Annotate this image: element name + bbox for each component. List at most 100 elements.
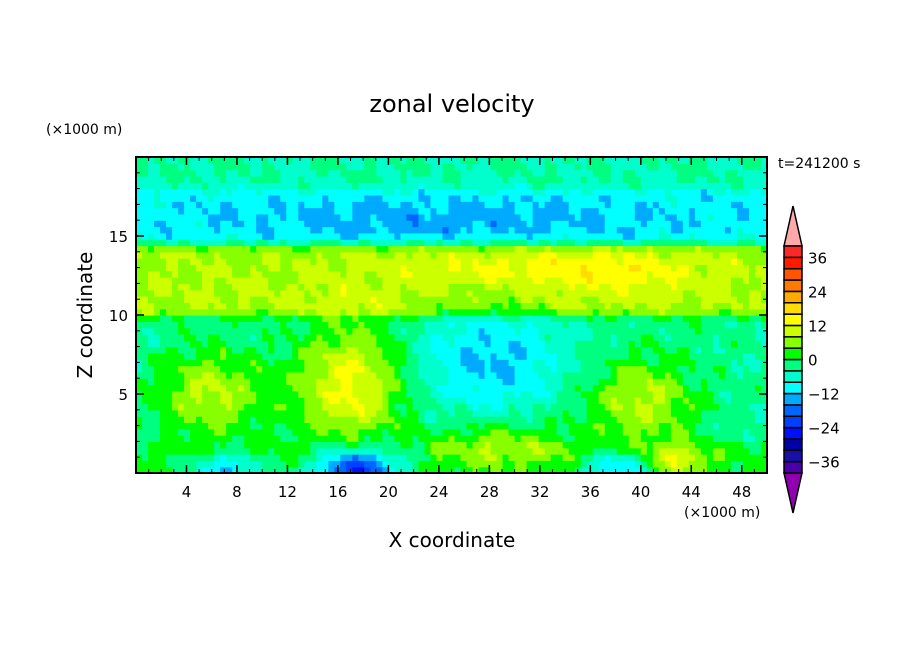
contour-cell (166, 207, 173, 215)
contour-cell (190, 213, 197, 221)
contour-cell (748, 232, 756, 240)
contour-cell (292, 321, 299, 329)
contour-cell (508, 232, 516, 240)
contour-cell (664, 239, 672, 247)
contour-cell (610, 359, 618, 367)
contour-cell (502, 315, 510, 322)
contour-cell (286, 346, 293, 354)
contour-cell (220, 422, 227, 430)
contour-cell (592, 466, 600, 474)
contour-cell (316, 182, 323, 190)
contour-cell (724, 283, 732, 291)
contour-cell (634, 422, 642, 430)
contour-cell (418, 175, 426, 183)
contour-cell (388, 226, 396, 234)
contour-cell (688, 270, 696, 278)
contour-cell (196, 239, 203, 247)
contour-cell (706, 390, 714, 398)
contour-cell (424, 188, 432, 196)
contour-cell (532, 277, 540, 284)
contour-cell (202, 384, 209, 392)
contour-cell (400, 416, 408, 424)
contour-cell (622, 175, 630, 183)
contour-cell (178, 428, 185, 436)
contour-cell (634, 194, 642, 202)
contour-cell (166, 169, 173, 177)
contour-cell (406, 333, 414, 341)
contour-cell (508, 277, 516, 284)
contour-cell (574, 435, 582, 442)
contour-cell (304, 340, 311, 348)
contour-cell (742, 416, 750, 424)
contour-cell (304, 239, 311, 247)
contour-cell (292, 352, 299, 360)
contour-cell (316, 283, 323, 291)
contour-cell (322, 283, 329, 291)
contour-cell (436, 321, 444, 329)
contour-cell (598, 333, 606, 341)
contour-cell (622, 207, 630, 215)
contour-cell (400, 321, 408, 329)
contour-cell (754, 302, 762, 310)
contour-cell (616, 277, 624, 284)
contour-cell (466, 277, 474, 284)
contour-cell (340, 403, 347, 411)
contour-cell (436, 302, 444, 310)
contour-cell (556, 289, 564, 297)
contour-cell (388, 340, 396, 348)
contour-cell (376, 251, 383, 259)
contour-cell (256, 416, 263, 424)
contour-cell (748, 226, 756, 234)
contour-cell (262, 188, 269, 196)
contour-cell (568, 359, 576, 367)
contour-cell (292, 422, 299, 430)
contour-cell (328, 403, 335, 411)
contour-cell (424, 384, 432, 392)
contour-cell (616, 397, 624, 405)
contour-cell (304, 390, 311, 398)
contour-cell (190, 188, 197, 196)
contour-cell (418, 194, 426, 202)
contour-cell (604, 346, 612, 354)
contour-cell (688, 454, 696, 461)
contour-cell (226, 428, 233, 436)
contour-cell (514, 321, 522, 329)
contour-cell (292, 327, 299, 335)
contour-cell (418, 460, 426, 468)
contour-cell (544, 333, 552, 341)
contour-cell (388, 283, 396, 291)
contour-cell (184, 239, 191, 247)
contour-cell (478, 220, 486, 228)
contour-cell (682, 441, 690, 449)
contour-cell (340, 390, 347, 398)
contour-cell (250, 251, 257, 259)
contour-cell (532, 289, 540, 297)
contour-cell (136, 239, 143, 247)
contour-cell (544, 239, 552, 247)
contour-cell (244, 232, 251, 240)
contour-cell (484, 182, 492, 190)
contour-cell (400, 270, 408, 278)
contour-cell (154, 390, 161, 398)
contour-cell (220, 220, 227, 228)
contour-cell (262, 327, 269, 335)
contour-cell (418, 207, 426, 215)
contour-cell (442, 175, 450, 183)
contour-cell (532, 226, 540, 234)
contour-cell (556, 251, 564, 259)
contour-cell (262, 283, 269, 291)
contour-cell (322, 169, 329, 177)
contour-cell (682, 359, 690, 367)
contour-cell (244, 175, 251, 183)
contour-cell (628, 409, 636, 417)
contour-cell (238, 460, 245, 468)
contour-cell (574, 384, 582, 392)
contour-cell (262, 239, 269, 247)
contour-cell (652, 359, 660, 367)
contour-cell (286, 315, 293, 322)
contour-cell (616, 321, 624, 329)
contour-cell (574, 264, 582, 272)
contour-cell (370, 346, 377, 354)
contour-cell (190, 384, 197, 392)
contour-cell (268, 416, 275, 424)
